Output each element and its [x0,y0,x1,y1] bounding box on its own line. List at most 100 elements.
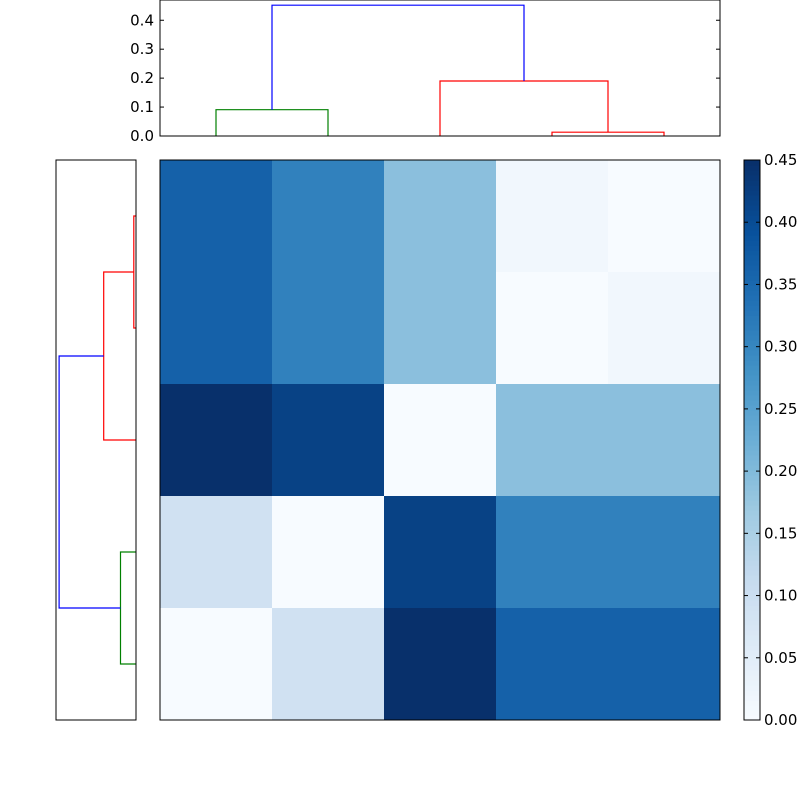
top-dendrogram-frame [159,0,721,137]
colorbar-segment [744,170,760,176]
y-tick-label: 0.4 [130,11,154,29]
heatmap-cell [496,272,609,385]
colorbar-segment [744,465,760,471]
colorbar-segment [744,370,760,376]
colorbar-segment [744,225,760,231]
colorbar-segment [744,245,760,251]
colorbar-segment [744,385,760,391]
colorbar-segment [744,205,760,211]
heatmap-cells [160,160,721,721]
colorbar-frame [743,159,761,721]
colorbar-segment [744,500,760,506]
colorbar-segment [744,375,760,381]
heatmap-cell [272,608,385,721]
top-dendrogram-link [271,4,525,110]
colorbar-segment [744,635,760,641]
colorbar-segment [744,685,760,691]
colorbar-segment [744,440,760,446]
colorbar-segment [744,460,760,466]
colorbar-segment [744,330,760,336]
colorbar-segment [744,665,760,671]
colorbar-tick-label: 0.40 [764,213,797,231]
colorbar-tick-label: 0.00 [764,711,797,729]
colorbar-segment [744,450,760,456]
colorbar-segment [744,610,760,616]
y-tick-label: 0.2 [130,69,154,87]
colorbar-segment [744,575,760,581]
colorbar-segment [744,490,760,496]
heatmap-cell [272,496,385,609]
heatmap-cell [160,160,273,273]
colorbar-segment [744,310,760,316]
colorbar-tick-label: 0.20 [764,462,797,480]
colorbar-segment [744,715,760,721]
colorbar-segment [744,445,760,451]
colorbar-segment [744,580,760,586]
heatmap-cell [608,608,721,721]
colorbar-segment [744,655,760,661]
heatmap-cell [272,272,385,385]
colorbar-segment [744,415,760,421]
colorbar-segment [744,435,760,441]
colorbar-segment [744,420,760,426]
heatmap-cell [496,608,609,721]
heatmap-cell [608,272,721,385]
left-dendrogram [55,159,137,721]
colorbar: 0.00 0.05 0.10 0.15 0.20 0.25 0.30 0.35 0.40 0.45 [743,151,797,729]
heatmap-cell [608,496,721,609]
colorbar-segment [744,395,760,401]
colorbar-segment [744,540,760,546]
colorbar-segment [744,555,760,561]
colorbar-segment [744,285,760,291]
top-dendrogram: 0.0 0.1 0.2 0.3 0.4 [130,0,721,145]
colorbar-segment [744,470,760,476]
colorbar-segment [744,305,760,311]
colorbar-segment [744,680,760,686]
colorbar-segment [744,515,760,521]
heatmap-cell [496,384,609,497]
colorbar-segment [744,195,760,201]
heatmap-cell [384,272,497,385]
heatmap-cell [384,496,497,609]
colorbar-segment [744,275,760,281]
colorbar-tick-label: 0.35 [764,275,797,293]
colorbar-tick-label: 0.30 [764,338,797,356]
colorbar-segment [744,710,760,716]
colorbar-segment [744,595,760,601]
colorbar-segment [744,650,760,656]
heatmap-cell [160,272,273,385]
colorbar-segment [744,560,760,566]
colorbar-segment [744,480,760,486]
colorbar-segment [744,190,760,196]
colorbar-segment [744,525,760,531]
colorbar-segment [744,400,760,406]
colorbar-segment [744,325,760,331]
colorbar-segment [744,280,760,286]
colorbar-segment [744,215,760,221]
top-dendrogram-links [215,4,665,136]
y-tick-label: 0.1 [130,98,154,116]
colorbar-segment [744,430,760,436]
heatmap [159,159,721,721]
colorbar-segment [744,235,760,241]
colorbar-segment [744,590,760,596]
colorbar-segment [744,350,760,356]
colorbar-segment [744,495,760,501]
colorbar-segment [744,360,760,366]
colorbar-segment [744,675,760,681]
colorbar-tick-label: 0.15 [764,524,797,542]
colorbar-segment [744,670,760,676]
colorbar-segment [744,550,760,556]
colorbar-segment [744,620,760,626]
y-tick-label: 0.0 [130,127,154,145]
heatmap-cell [496,496,609,609]
colorbar-segment [744,185,760,191]
colorbar-segment [744,410,760,416]
colorbar-segment [744,165,760,171]
colorbar-segment [744,250,760,256]
colorbar-segment [744,290,760,296]
colorbar-segment [744,520,760,526]
colorbar-segment [744,365,760,371]
colorbar-segment [744,505,760,511]
